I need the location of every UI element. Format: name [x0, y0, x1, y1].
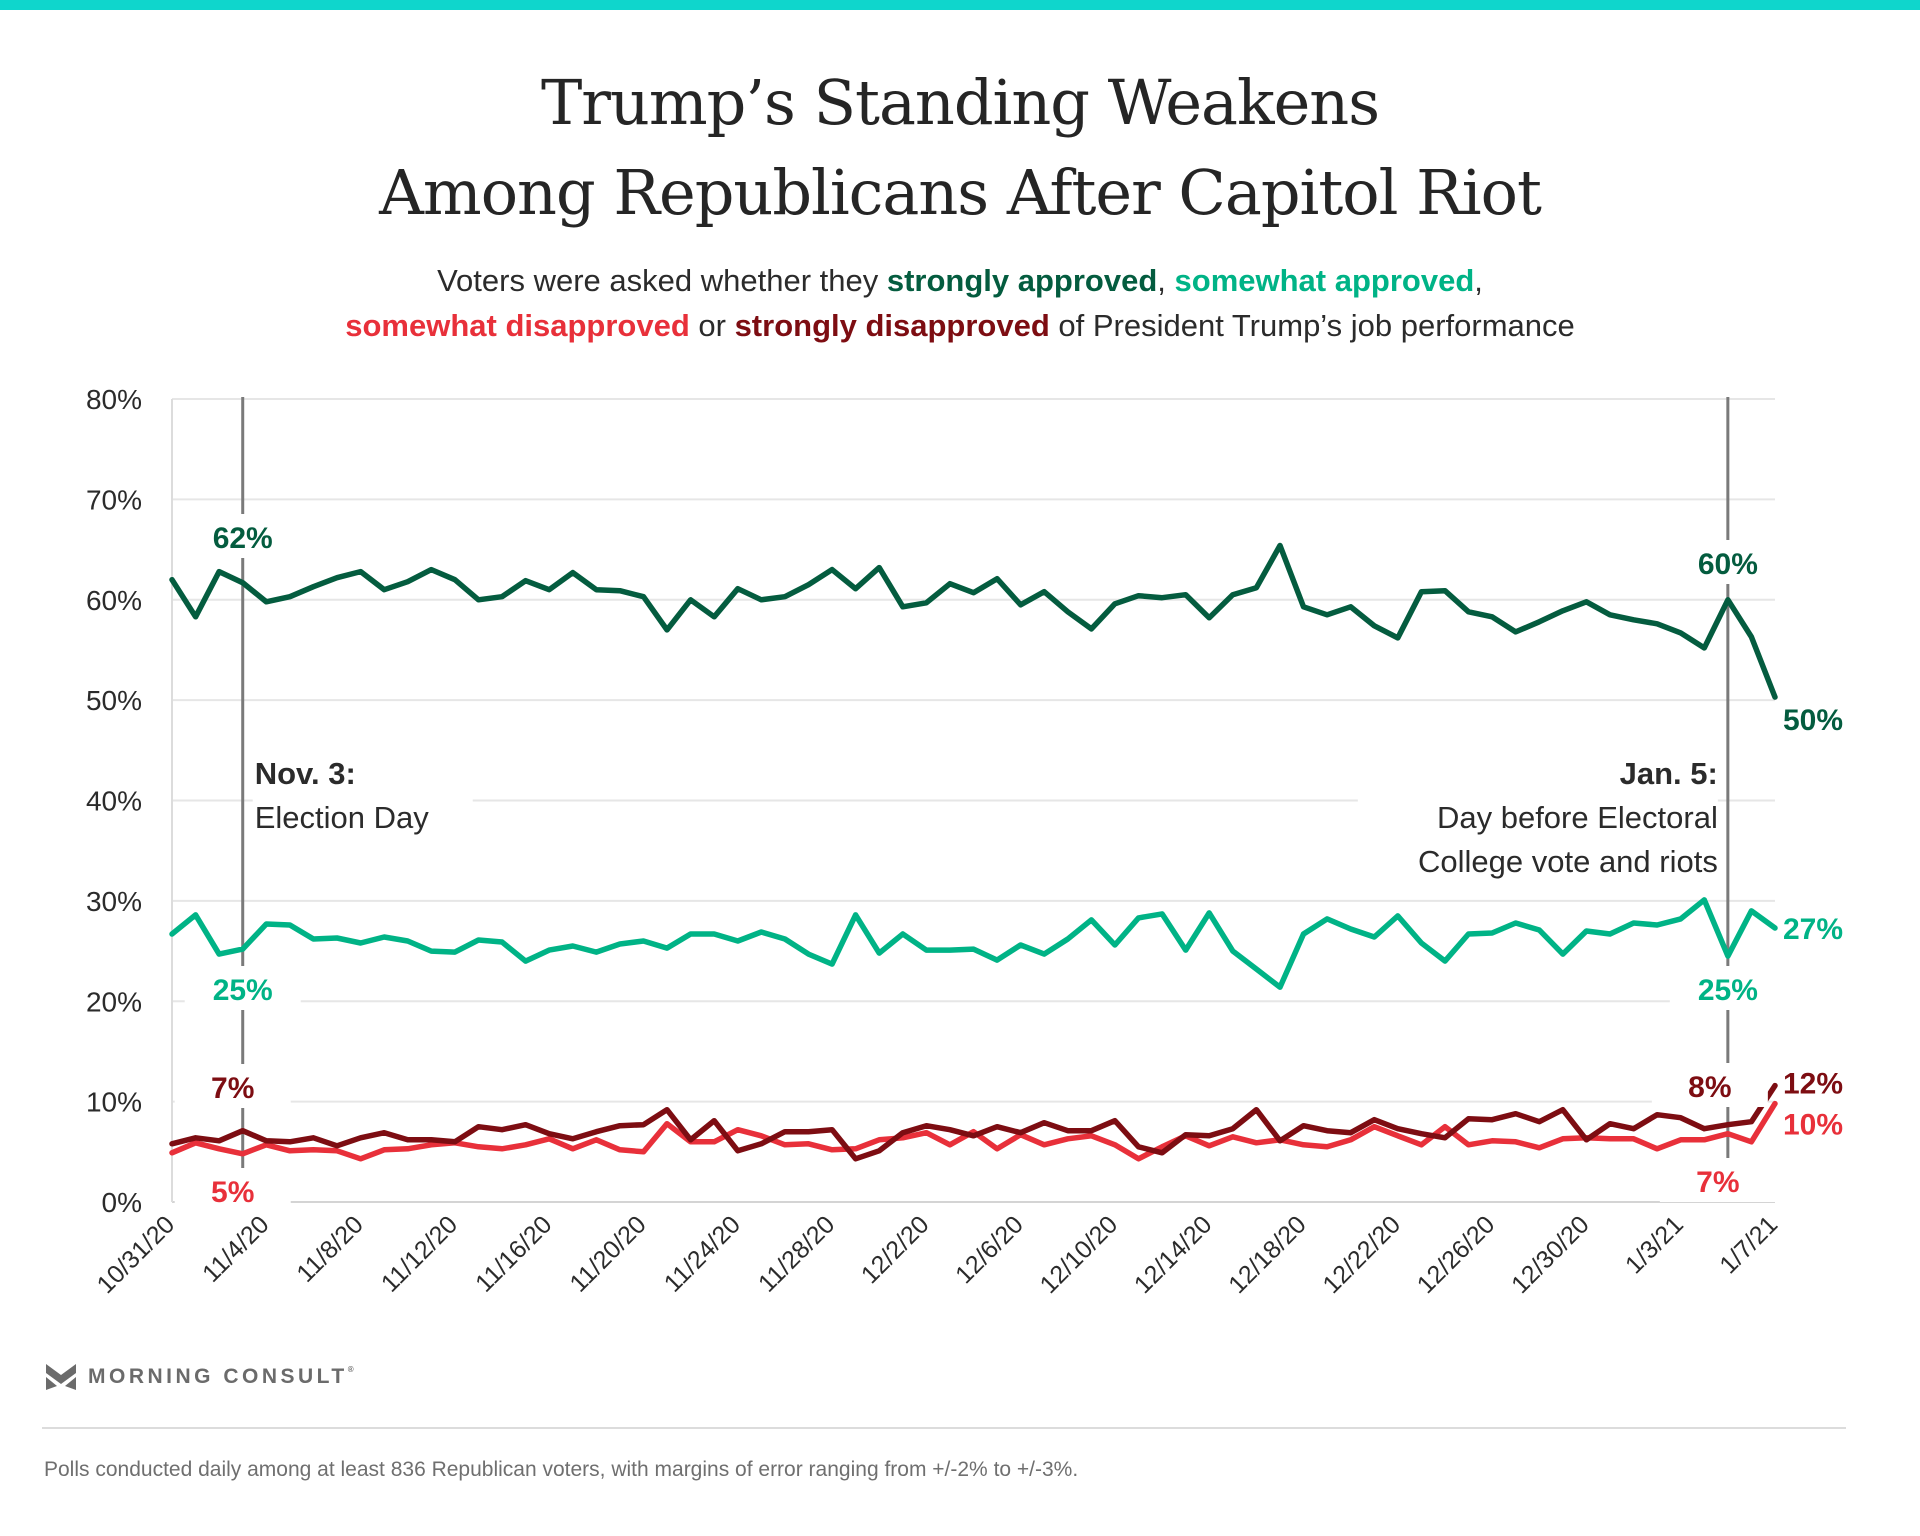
- x-tick-label: 12/10/20: [1035, 1210, 1124, 1299]
- x-tick-label: 12/22/20: [1317, 1210, 1406, 1299]
- series-line-strongly-disapprove: [169, 1082, 1778, 1162]
- data-label-somewhat-disapprove: 7%: [1696, 1166, 1739, 1199]
- data-label-somewhat-approve: 27%: [1783, 913, 1843, 946]
- annotation-knockout: [1357, 754, 1718, 880]
- chart-subtitle: Voters were asked whether they strongly …: [0, 258, 1920, 348]
- subtitle-text: of President Trump’s job performance: [1049, 308, 1575, 343]
- y-tick-label: 70%: [86, 484, 142, 515]
- x-tick-label: 12/14/20: [1129, 1210, 1218, 1299]
- y-axis: 0% 10% 20% 30% 40% 50% 60% 70% 80%: [86, 384, 142, 1218]
- label-knockout: [174, 1064, 291, 1108]
- title-line-1: Trump’s Standing Weakens: [540, 66, 1380, 139]
- label-knockout: [184, 966, 301, 1010]
- label-knockout: [1659, 1158, 1776, 1202]
- legend-strongly-approved: strongly approved: [886, 263, 1158, 298]
- y-tick-label: 50%: [86, 685, 142, 716]
- subtitle-line-1: Voters were asked whether they strongly …: [0, 258, 1920, 303]
- brand-logo: MORNING CONSULT®: [46, 1364, 354, 1390]
- data-label-strongly-disapprove: 12%: [1783, 1068, 1843, 1101]
- series-line-somewhat-disapprove: [169, 1100, 1778, 1162]
- morning-consult-logo-icon: [46, 1364, 76, 1390]
- subtitle-line-2: somewhat disapproved or strongly disappr…: [0, 303, 1920, 348]
- label-knockout: [184, 514, 301, 558]
- annotations: Nov. 3: Election Day Jan. 5: Day before Ele…: [252, 754, 1718, 880]
- series-lines: [169, 542, 1778, 1162]
- label-knockout: [174, 1168, 291, 1212]
- brand-name: MORNING CONSULT®: [88, 1365, 354, 1389]
- x-tick-label: 12/26/20: [1412, 1210, 1501, 1299]
- top-accent-bar: [0, 0, 1920, 10]
- x-tick-label: 11/20/20: [564, 1210, 651, 1297]
- subtitle-text: ,: [1474, 263, 1483, 298]
- subtitle-text: Voters were asked whether they: [437, 263, 887, 298]
- label-knockout: [1651, 1063, 1768, 1107]
- data-labels: 62% 25% 7% 5% 60% 25% 8% 7% 50% 27% 12% 10%: [174, 514, 1843, 1212]
- x-tick-label: 12/30/20: [1506, 1210, 1595, 1299]
- x-tick-label: 11/12/20: [376, 1210, 463, 1297]
- annotation-text: College vote and riots: [1418, 844, 1718, 879]
- series-line-strongly-approve: [169, 542, 1778, 700]
- methodology-note: Polls conducted daily among at least 836…: [44, 1458, 1079, 1481]
- data-label-strongly-approve: 60%: [1698, 548, 1758, 581]
- x-tick-label: 11/4/20: [197, 1210, 274, 1287]
- y-tick-label: 60%: [86, 585, 142, 616]
- annotation-knockout: [252, 754, 473, 838]
- annotation-text: Election Day: [255, 800, 430, 835]
- y-tick-label: 30%: [86, 886, 142, 917]
- data-label-strongly-disapprove: 8%: [1688, 1071, 1731, 1104]
- y-tick-label: 80%: [86, 384, 142, 415]
- x-axis: 10/31/20 11/4/20 11/8/20 11/12/20 11/16/20 11…: [92, 1210, 1784, 1299]
- annotation-date: Nov. 3:: [255, 756, 356, 791]
- footer-divider: [42, 1427, 1846, 1429]
- x-tick-label: 12/6/20: [950, 1210, 1029, 1289]
- x-tick-label: 12/18/20: [1223, 1210, 1312, 1299]
- legend-strongly-disapproved: strongly disapproved: [734, 308, 1050, 343]
- data-label-strongly-disapprove: 7%: [211, 1072, 254, 1105]
- series-line-somewhat-approve: [169, 897, 1778, 990]
- title-line-2: Among Republicans After Capitol Riot: [379, 156, 1542, 229]
- x-tick-label: 11/24/20: [659, 1210, 746, 1297]
- y-tick-label: 10%: [86, 1087, 142, 1118]
- x-tick-label: 1/7/21: [1714, 1210, 1783, 1279]
- legend-somewhat-approved: somewhat approved: [1174, 263, 1475, 298]
- x-tick-label: 11/28/20: [753, 1210, 840, 1297]
- data-label-somewhat-disapprove: 5%: [211, 1176, 254, 1209]
- subtitle-text: ,: [1157, 263, 1175, 298]
- annotation-date: Jan. 5:: [1620, 756, 1718, 791]
- x-tick-label: 10/31/20: [92, 1210, 181, 1299]
- x-tick-label: 1/3/21: [1620, 1210, 1689, 1279]
- y-tick-label: 40%: [86, 786, 142, 817]
- x-tick-label: 11/8/20: [291, 1210, 368, 1287]
- y-tick-label: 20%: [86, 986, 142, 1017]
- label-knockout: [1669, 966, 1786, 1010]
- data-label-somewhat-approve: 25%: [213, 974, 273, 1007]
- data-label-somewhat-approve: 25%: [1698, 974, 1758, 1007]
- registered-mark: ®: [347, 1365, 354, 1374]
- y-tick-label: 0%: [102, 1187, 142, 1218]
- brand-text: MORNING CONSULT: [88, 1365, 348, 1388]
- data-label-strongly-approve: 62%: [213, 522, 273, 555]
- x-tick-label: 11/16/20: [470, 1210, 557, 1297]
- data-label-strongly-approve: 50%: [1783, 704, 1843, 737]
- data-label-somewhat-disapprove: 10%: [1783, 1109, 1843, 1142]
- subtitle-text: or: [689, 308, 735, 343]
- chart-title: Trump’s Standing Weakens Among Republica…: [0, 58, 1920, 238]
- legend-somewhat-disapproved: somewhat disapproved: [345, 308, 690, 343]
- annotation-text: Day before Electoral: [1437, 800, 1718, 835]
- x-tick-label: 12/2/20: [856, 1210, 935, 1289]
- label-knockout: [1669, 540, 1786, 584]
